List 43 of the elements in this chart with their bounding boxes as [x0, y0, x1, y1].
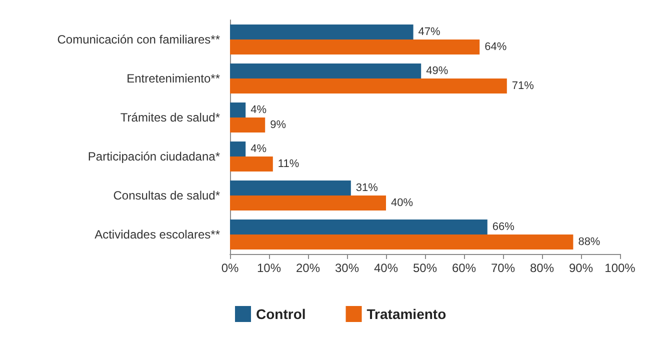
data-label: 49%: [426, 65, 448, 77]
data-label: 47%: [418, 26, 441, 38]
y-tick-label: Consultas de salud*: [113, 188, 220, 202]
data-label: 66%: [492, 221, 515, 233]
bar: [230, 220, 488, 234]
bar: [230, 156, 273, 172]
data-label: 31%: [356, 182, 378, 194]
data-label: 64%: [484, 41, 507, 53]
data-label: 40%: [391, 197, 414, 209]
bar: [230, 142, 246, 156]
x-tick-label: 30%: [334, 261, 360, 275]
x-tick-label: 90%: [568, 261, 594, 275]
data-label: 9%: [270, 119, 286, 131]
y-tick-label: Participación ciudadana*: [88, 150, 220, 164]
bar: [230, 234, 574, 250]
y-tick-label: Entretenimiento**: [126, 72, 220, 86]
x-tick-label: 100%: [604, 261, 636, 275]
data-label: 4%: [250, 104, 267, 116]
x-tick-label: 20%: [296, 261, 320, 275]
data-label: 71%: [512, 80, 534, 92]
x-tick-label: 50%: [412, 261, 438, 275]
x-tick-label: 40%: [374, 261, 398, 275]
bar: [230, 78, 507, 94]
bar: [230, 40, 480, 54]
legend-label: Tratamiento: [366, 306, 446, 322]
x-tick-label: 60%: [452, 261, 476, 275]
bar: [230, 102, 246, 118]
x-tick-label: 80%: [530, 261, 554, 275]
y-tick-label: Trámites de salud*: [120, 110, 220, 124]
x-tick-label: 70%: [490, 261, 516, 275]
y-tick-label: Actividades escolares**: [94, 228, 220, 242]
bar: [230, 24, 414, 40]
legend-label: Control: [256, 306, 306, 322]
bar: [230, 64, 422, 78]
x-tick-label: 10%: [256, 261, 282, 275]
data-label: 11%: [278, 158, 300, 170]
bar: [230, 180, 351, 196]
y-tick-label: Comunicación con familiares**: [57, 32, 220, 46]
data-label: 88%: [578, 236, 600, 248]
x-tick-label: 0%: [221, 261, 239, 275]
data-label: 4%: [250, 143, 267, 155]
bar: [230, 196, 386, 210]
bar: [230, 118, 266, 132]
